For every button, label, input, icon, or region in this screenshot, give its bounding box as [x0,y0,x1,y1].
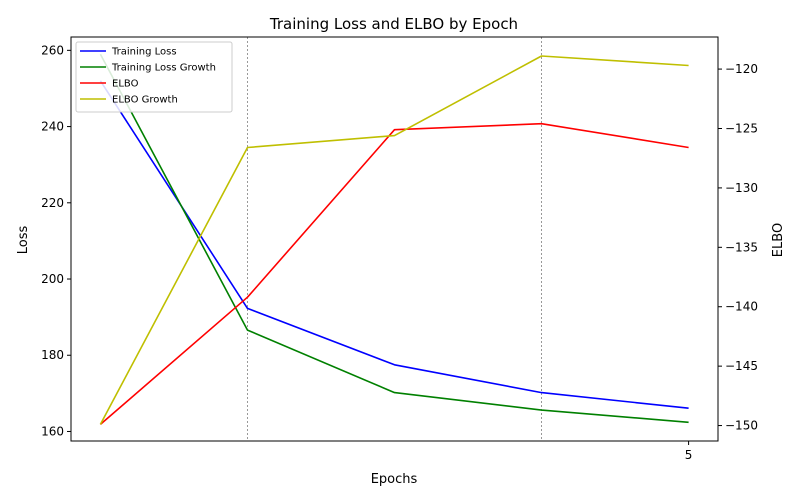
y-tick-label-right: −150 [725,419,758,433]
y-tick-label-right: −120 [725,62,758,76]
y-tick-label-left: 180 [41,348,64,362]
legend-label: ELBO Growth [112,95,178,106]
series-line-elbo-growth [99,55,689,425]
y-tick-label-right: −145 [725,359,758,373]
y-tick-label-right: −125 [725,121,758,135]
x-axis-label: Epochs [371,472,418,487]
y-tick-label-left: 200 [41,272,64,286]
y-tick-label-right: −140 [725,300,758,314]
legend-label: Training Loss Growth [111,63,216,74]
plot-area [99,37,689,441]
y-tick-label-right: −135 [725,240,758,254]
y-tick-label-left: 160 [41,424,64,438]
x-tick-label: 5 [685,448,693,462]
y-tick-label-left: 260 [41,43,64,57]
axes: 160 180 200 220 240 260 −150 −145 −140 −135 −130 −1… [41,36,758,462]
y-axis-label-right: ELBO [771,223,786,257]
legend-label: ELBO [112,79,139,90]
series-line-training-loss [99,80,689,409]
legend-label: Training Loss [111,47,177,58]
y-tick-label-left: 220 [41,196,64,210]
y-tick-label-left: 240 [41,120,64,134]
series-line-elbo [99,122,689,426]
chart-title: Training Loss and ELBO by Epoch [269,15,518,33]
axes-frame [70,36,719,442]
legend: Training Loss Training Loss Growth ELBO ELB… [75,41,233,113]
y-tick-label-right: −130 [725,181,758,195]
y-axis-label-left: Loss [16,226,31,255]
legend-box [75,41,233,113]
